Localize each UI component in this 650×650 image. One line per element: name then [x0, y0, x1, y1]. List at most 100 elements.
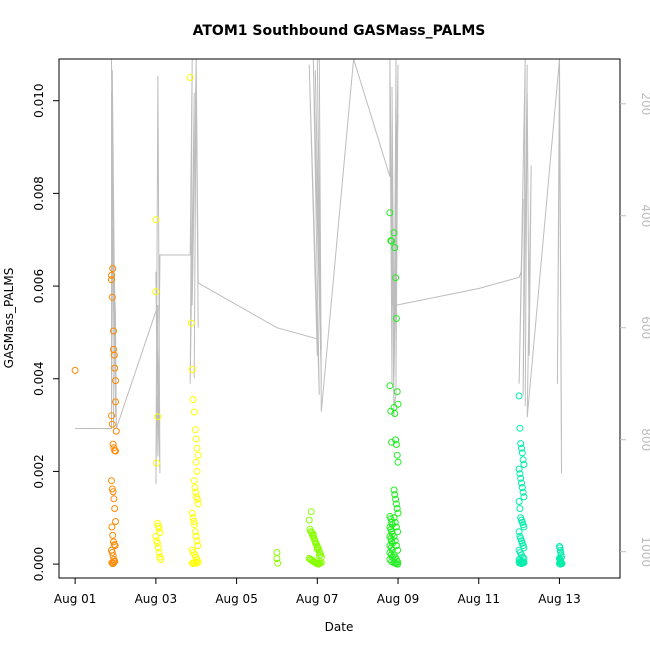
data-point [189, 514, 197, 522]
altitude-profile-layer [75, 58, 562, 485]
data-point [394, 546, 402, 554]
data-point [157, 556, 165, 563]
data-point [190, 408, 198, 416]
data-point [394, 528, 402, 536]
data-point [519, 456, 527, 464]
data-point [392, 274, 400, 282]
data-point [109, 488, 117, 496]
data-point [517, 440, 525, 448]
data-point [108, 271, 115, 279]
data-point [108, 293, 116, 301]
data-point [308, 556, 316, 564]
data-point [110, 559, 117, 567]
data-point [152, 216, 160, 224]
data-point [273, 549, 281, 556]
y-axis: 0.000 0.002 0.004 0.006 0.008 0.010 [32, 84, 59, 581]
data-point [391, 244, 399, 252]
right-tick-label: 600 [639, 316, 650, 339]
data-point [394, 509, 402, 517]
data-point [393, 388, 401, 396]
data-point [273, 555, 281, 562]
data-point [315, 552, 323, 560]
data-point [520, 493, 528, 501]
data-point [305, 516, 313, 524]
data-point [108, 412, 115, 420]
data-point [110, 495, 118, 503]
x-tick-label: Aug 01 [54, 592, 97, 606]
right-tick-label: 800 [639, 428, 650, 451]
data-point [194, 542, 202, 550]
right-tick-label: 200 [639, 92, 650, 115]
data-point [518, 484, 526, 492]
data-point [192, 458, 200, 466]
data-point [155, 524, 163, 532]
data-point [108, 485, 116, 493]
data-point [112, 447, 119, 455]
x-tick-label: Aug 05 [215, 592, 258, 606]
data-point [392, 542, 400, 550]
data-point [390, 532, 398, 540]
data-point [187, 319, 195, 327]
data-point [109, 440, 117, 448]
right-axis: 200 400 600 800 1000 [620, 92, 650, 567]
data-point [152, 288, 160, 296]
data-point [311, 538, 319, 546]
data-point [112, 398, 119, 406]
data-point [154, 539, 161, 547]
data-point [71, 366, 79, 374]
data-point [193, 444, 201, 452]
data-point [192, 435, 200, 443]
data-point [518, 479, 525, 487]
data-point [109, 531, 117, 539]
data-points-layer [71, 74, 566, 568]
data-point [386, 382, 394, 390]
data-point [108, 477, 115, 485]
data-point [110, 558, 118, 566]
data-point [188, 366, 196, 373]
data-point [192, 488, 200, 496]
data-point [520, 461, 528, 468]
y-tick-label: 0.008 [32, 176, 46, 210]
data-point [186, 74, 194, 81]
data-point [194, 451, 202, 459]
data-point [392, 436, 400, 444]
data-point [111, 542, 119, 550]
x-tick-label: Aug 03 [135, 592, 178, 606]
data-point [308, 529, 316, 537]
data-point [110, 351, 118, 359]
data-point [391, 410, 399, 417]
data-point [194, 500, 202, 508]
data-point [386, 209, 394, 217]
data-point [391, 491, 399, 499]
series-group-4 [515, 392, 566, 568]
data-point [520, 523, 528, 531]
data-point [155, 549, 163, 556]
data-point [392, 523, 400, 531]
x-axis-label: Date [325, 620, 354, 634]
data-point [152, 532, 160, 540]
data-point [516, 470, 524, 478]
data-point [517, 474, 525, 482]
y-axis-label: GASMass_PALMS [2, 268, 16, 369]
x-tick-label: Aug 07 [296, 592, 339, 606]
data-point [390, 486, 398, 494]
data-point [309, 530, 317, 538]
data-point [191, 484, 199, 492]
data-point [193, 467, 201, 475]
data-point [515, 465, 523, 473]
data-point [190, 518, 198, 525]
data-point [515, 528, 523, 536]
data-point [313, 545, 321, 553]
data-point [392, 441, 400, 448]
right-tick-label: 400 [639, 204, 650, 227]
y-tick-label: 0.004 [32, 362, 46, 396]
data-point [112, 518, 119, 525]
data-point [515, 498, 523, 505]
data-point [390, 229, 398, 237]
data-point [390, 514, 398, 522]
data-point [391, 518, 399, 526]
data-point [108, 276, 115, 284]
data-point [392, 500, 400, 508]
data-point [558, 560, 566, 568]
